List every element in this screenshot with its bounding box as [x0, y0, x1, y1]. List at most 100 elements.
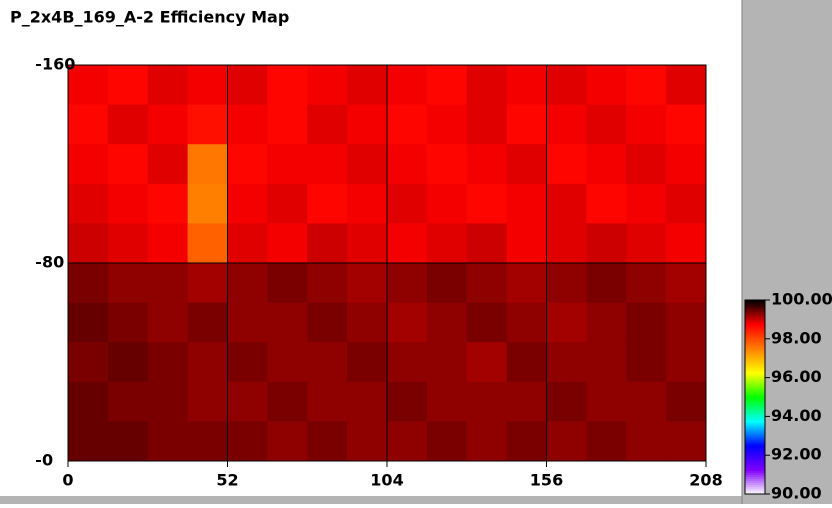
heat-cell	[546, 381, 587, 422]
heat-cell	[626, 421, 667, 462]
colorbar-step	[745, 395, 765, 398]
heat-cell	[68, 183, 109, 224]
heat-cell	[147, 65, 189, 106]
colorbar-step	[745, 393, 765, 396]
colorbar-step	[745, 453, 765, 456]
colorbar-tick-label: 94.00	[771, 406, 822, 425]
heat-cell	[147, 183, 189, 224]
heat-cell	[666, 144, 707, 185]
heat-cell	[187, 263, 228, 304]
heat-cell	[307, 183, 348, 224]
colorbar-step	[745, 360, 765, 363]
heat-cell	[586, 104, 627, 145]
colorbar-step	[745, 480, 765, 483]
heat-cell	[347, 104, 388, 145]
colorbar-step	[745, 457, 765, 460]
heat-cell	[227, 421, 268, 462]
heat-cell	[107, 223, 149, 264]
heat-cell	[267, 144, 308, 185]
heat-cell	[666, 223, 707, 264]
colorbar-step	[745, 362, 765, 365]
heat-cell	[666, 65, 707, 106]
heat-cell	[267, 263, 308, 304]
heat-cell	[546, 223, 587, 264]
heat-cell	[267, 183, 308, 224]
colorbar-step	[745, 488, 765, 491]
heat-cell	[187, 342, 228, 383]
colorbar-step	[745, 317, 765, 320]
colorbar-step	[745, 365, 765, 369]
colorbar-tick-label: 98.00	[771, 328, 822, 347]
heat-cell	[626, 342, 667, 383]
heat-cell	[307, 104, 348, 145]
colorbar-step	[745, 455, 765, 458]
heat-cell	[267, 223, 308, 264]
heat-cell	[666, 381, 707, 422]
colorbar-step	[745, 350, 765, 353]
colorbar-step	[745, 329, 765, 332]
heat-cell	[426, 302, 468, 343]
colorbar-step	[745, 462, 765, 466]
heat-cell	[387, 104, 428, 145]
x-tick-label: 208	[689, 471, 722, 490]
heat-cell	[107, 144, 149, 185]
heat-cell	[546, 65, 587, 106]
colorbar-step	[745, 470, 765, 474]
heat-cell	[546, 263, 587, 304]
heat-cell	[68, 302, 109, 343]
bottom-panel	[0, 496, 742, 504]
heat-cell	[187, 144, 228, 185]
colorbar-step	[745, 303, 765, 307]
colorbar-step	[745, 325, 765, 328]
colorbar-step	[745, 321, 765, 324]
heat-cell	[307, 342, 348, 383]
colorbar-step	[745, 346, 765, 349]
heat-cell	[586, 263, 627, 304]
heat-cell	[267, 65, 308, 106]
heat-cell	[227, 302, 268, 343]
x-tick-label: 52	[216, 471, 238, 490]
heat-cell	[546, 183, 587, 224]
colorbar-step	[745, 313, 765, 317]
heat-cell	[426, 381, 468, 422]
colorbar-step	[745, 468, 765, 472]
heat-cell	[187, 302, 228, 343]
colorbar-step	[745, 309, 765, 313]
heat-cell	[307, 223, 348, 264]
heat-cell	[347, 183, 388, 224]
heat-cell	[466, 302, 508, 343]
heat-cell	[147, 381, 189, 422]
heat-cell	[666, 263, 707, 304]
heat-cell	[506, 421, 547, 462]
colorbar-step	[745, 492, 765, 495]
heat-cell	[187, 104, 228, 145]
heat-cell	[68, 104, 109, 145]
heat-cell	[426, 342, 468, 383]
heat-cell	[187, 223, 228, 264]
heat-cell	[227, 65, 268, 106]
colorbar-step	[745, 385, 765, 388]
heat-cell	[466, 104, 508, 145]
heat-cell	[147, 421, 189, 462]
colorbar-step	[745, 412, 765, 415]
x-tick-label: 156	[530, 471, 563, 490]
heat-cell	[426, 104, 468, 145]
heat-cell	[666, 302, 707, 343]
heat-cell	[107, 263, 149, 304]
heat-cell	[347, 381, 388, 422]
heat-cell	[506, 144, 547, 185]
heat-cell	[426, 144, 468, 185]
colorbar-step	[745, 397, 765, 400]
y-tick-label: 80	[42, 253, 64, 272]
heat-cell	[387, 342, 428, 383]
colorbar-step	[745, 484, 765, 487]
colorbar-step	[745, 410, 765, 414]
heat-cell	[107, 421, 149, 462]
colorbar-step	[745, 490, 765, 493]
heat-cell	[666, 104, 707, 145]
heat-cell	[466, 144, 508, 185]
colorbar-step	[745, 435, 765, 439]
colorbar-step	[745, 338, 765, 342]
heat-cell	[626, 223, 667, 264]
colorbar-step	[745, 428, 765, 431]
